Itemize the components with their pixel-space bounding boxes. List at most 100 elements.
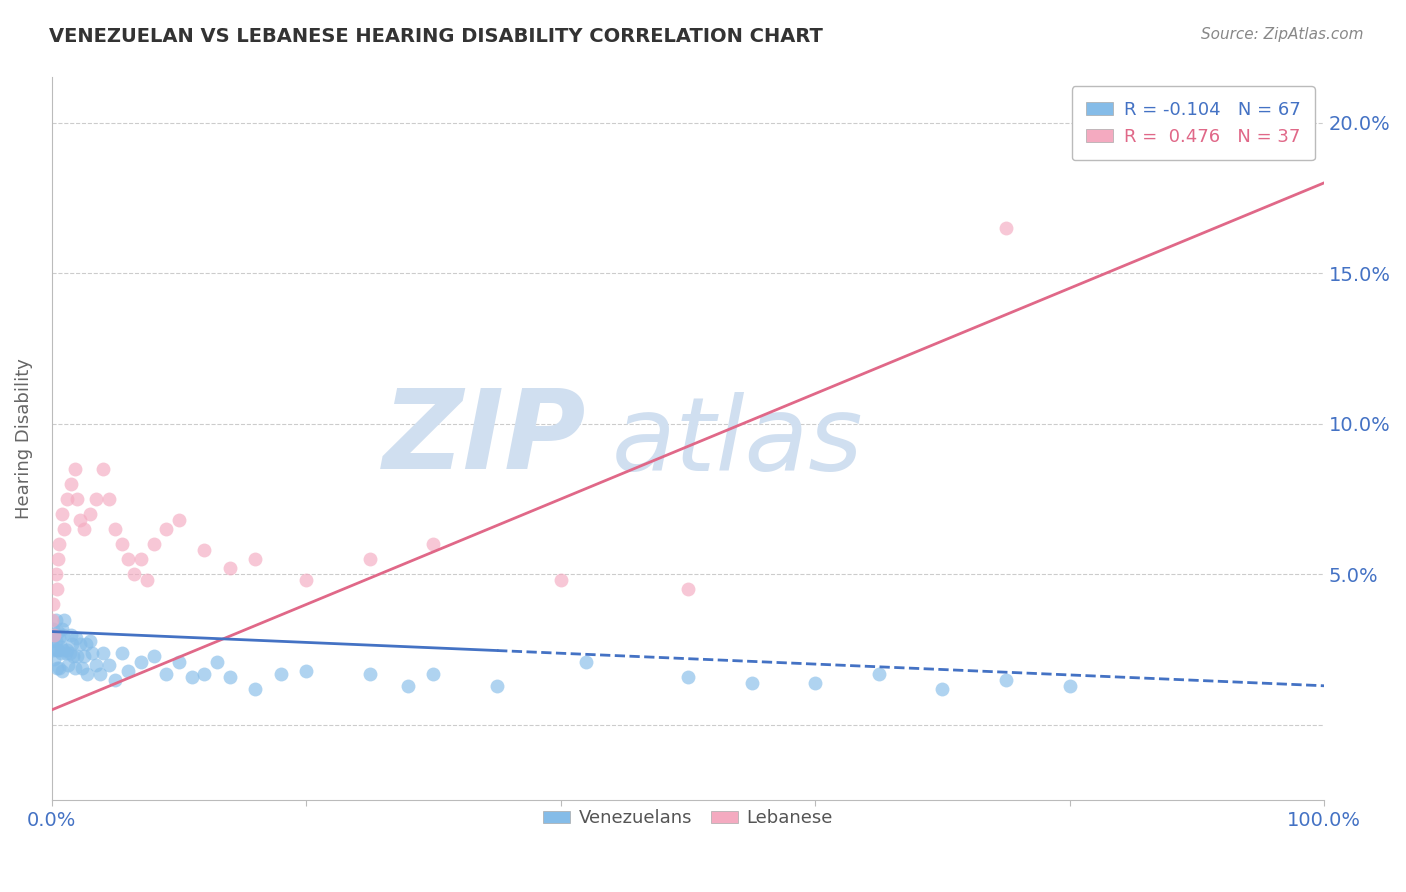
Point <box>69 513 91 527</box>
Point <box>155 666 177 681</box>
Point <box>104 522 127 536</box>
Point <box>804 675 827 690</box>
Point <box>42 622 65 636</box>
Point <box>219 670 242 684</box>
Point <box>89 666 111 681</box>
Point <box>56 642 79 657</box>
Point <box>142 648 165 663</box>
Point <box>41 633 63 648</box>
Point <box>72 522 94 536</box>
Point <box>51 507 73 521</box>
Point <box>359 666 381 681</box>
Point <box>46 624 69 639</box>
Point <box>1059 679 1081 693</box>
Point <box>46 552 69 566</box>
Point <box>219 561 242 575</box>
Point <box>117 664 139 678</box>
Point <box>44 627 66 641</box>
Point <box>48 537 70 551</box>
Point <box>741 675 763 690</box>
Point <box>868 666 890 681</box>
Point <box>49 640 72 654</box>
Point <box>48 661 70 675</box>
Point <box>91 462 114 476</box>
Y-axis label: Hearing Disability: Hearing Disability <box>15 359 32 519</box>
Point <box>69 637 91 651</box>
Point <box>59 477 82 491</box>
Point <box>42 642 65 657</box>
Point <box>58 657 80 672</box>
Point <box>52 627 75 641</box>
Point <box>48 631 70 645</box>
Point <box>62 648 84 663</box>
Point <box>58 646 80 660</box>
Point <box>270 666 292 681</box>
Point <box>167 513 190 527</box>
Point <box>56 491 79 506</box>
Point <box>245 552 267 566</box>
Point <box>65 631 87 645</box>
Point <box>180 670 202 684</box>
Point <box>49 646 72 660</box>
Point <box>129 552 152 566</box>
Point <box>550 574 572 588</box>
Point <box>422 537 444 551</box>
Point <box>676 582 699 597</box>
Point <box>44 651 66 665</box>
Point <box>193 666 215 681</box>
Point <box>55 646 77 660</box>
Point <box>53 522 76 536</box>
Point <box>931 681 953 696</box>
Point <box>45 567 67 582</box>
Point <box>98 657 121 672</box>
Point <box>124 567 146 582</box>
Text: VENEZUELAN VS LEBANESE HEARING DISABILITY CORRELATION CHART: VENEZUELAN VS LEBANESE HEARING DISABILIT… <box>49 27 823 45</box>
Point <box>51 622 73 636</box>
Point <box>45 633 67 648</box>
Point <box>995 221 1018 235</box>
Point <box>111 537 134 551</box>
Point <box>51 664 73 678</box>
Point <box>76 666 98 681</box>
Point <box>82 646 104 660</box>
Point <box>45 642 67 657</box>
Point <box>575 655 598 669</box>
Text: ZIP: ZIP <box>382 385 586 492</box>
Point <box>72 648 94 663</box>
Text: Source: ZipAtlas.com: Source: ZipAtlas.com <box>1201 27 1364 42</box>
Point <box>63 661 86 675</box>
Point <box>245 681 267 696</box>
Point <box>129 655 152 669</box>
Point <box>45 582 67 597</box>
Point <box>167 655 190 669</box>
Point <box>359 552 381 566</box>
Point <box>46 642 69 657</box>
Point <box>79 633 101 648</box>
Point <box>396 679 419 693</box>
Point <box>995 673 1018 687</box>
Point <box>117 552 139 566</box>
Point <box>59 627 82 641</box>
Point <box>295 574 318 588</box>
Text: atlas: atlas <box>612 392 863 492</box>
Point <box>84 491 107 506</box>
Point <box>91 646 114 660</box>
Point <box>60 637 83 651</box>
Point <box>486 679 509 693</box>
Point <box>136 574 159 588</box>
Point <box>45 661 67 675</box>
Point <box>205 655 228 669</box>
Point <box>66 648 89 663</box>
Point <box>79 507 101 521</box>
Point <box>111 646 134 660</box>
Point <box>44 627 66 641</box>
Point <box>142 537 165 551</box>
Point <box>66 491 89 506</box>
Point <box>676 670 699 684</box>
Point <box>75 637 97 651</box>
Point <box>155 522 177 536</box>
Point <box>98 491 121 506</box>
Point <box>53 613 76 627</box>
Point <box>104 673 127 687</box>
Legend: Venezuelans, Lebanese: Venezuelans, Lebanese <box>536 802 841 835</box>
